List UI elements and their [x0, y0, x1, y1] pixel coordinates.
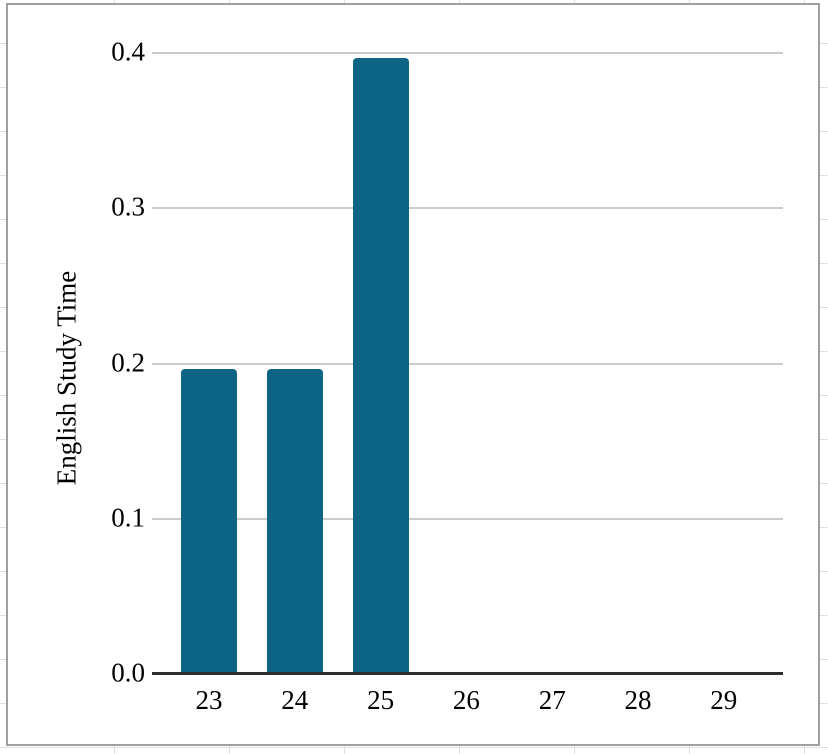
gridline-y-0.4 — [152, 52, 783, 54]
bar-24[interactable] — [266, 368, 323, 674]
x-tick-label-25: 25 — [367, 685, 395, 715]
bar-chart-plot-area: English Study Time 0.0 0.1 0.2 0.3 0.4 23 24 2… — [8, 5, 818, 744]
x-tick-label-29: 29 — [710, 685, 738, 715]
x-tick-label-28: 28 — [624, 685, 652, 715]
y-tick-label-0.1: 0.1 — [111, 502, 145, 533]
x-tick-label-27: 27 — [538, 685, 566, 715]
x-tick-label-24: 24 — [281, 685, 309, 715]
chart-object[interactable]: English Study Time 0.0 0.1 0.2 0.3 0.4 23 24 2… — [6, 3, 820, 746]
gridline-y-0.1 — [152, 517, 783, 520]
y-axis-title: English Study Time — [51, 270, 82, 486]
x-tick-label-26: 26 — [452, 685, 480, 715]
x-tick-label-23: 23 — [195, 685, 223, 715]
y-tick-label-0.2: 0.2 — [111, 346, 145, 377]
bar-23[interactable] — [181, 368, 237, 674]
gridline-y-0.3 — [152, 207, 783, 210]
y-tick-label-0.4: 0.4 — [111, 36, 145, 67]
gridline-y-0.2 — [152, 362, 783, 365]
y-tick-label-0.3: 0.3 — [111, 191, 145, 222]
y-tick-label-0.0: 0.0 — [111, 657, 145, 688]
x-axis-line — [152, 672, 783, 675]
bar-25[interactable] — [352, 58, 409, 674]
